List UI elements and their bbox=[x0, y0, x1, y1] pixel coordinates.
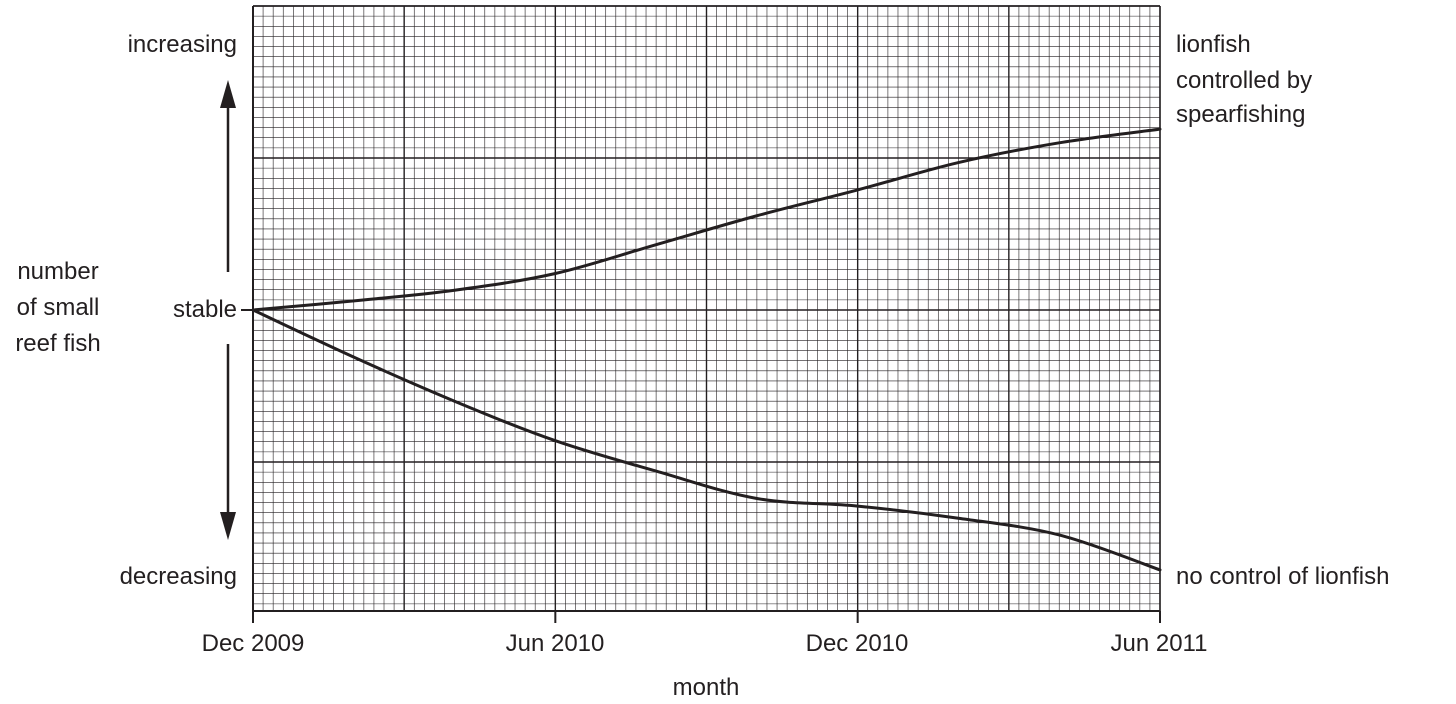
up-arrowhead bbox=[220, 80, 236, 108]
series-lines bbox=[251, 127, 1162, 572]
y-tick-increasing: increasing bbox=[127, 31, 237, 58]
x-tick-dec-2009: Dec 2009 bbox=[201, 630, 305, 657]
series-label-spearfishing-line-2: controlled by bbox=[1176, 67, 1313, 94]
series-label-spearfishing-line-1: lionfish bbox=[1176, 31, 1251, 58]
y-arrows bbox=[220, 80, 236, 540]
y-tick-stable: stable bbox=[172, 296, 237, 323]
down-arrowhead bbox=[220, 512, 236, 540]
x-tick-dec-2010: Dec 2010 bbox=[805, 630, 909, 657]
major-grid bbox=[252, 5, 1161, 611]
series-label-spearfishing-line-3: spearfishing bbox=[1176, 101, 1306, 128]
y-axis-label-line-3: reef fish bbox=[15, 330, 101, 357]
x-tick-jun-2010: Jun 2010 bbox=[505, 630, 605, 657]
x-tick-jun-2011: Jun 2011 bbox=[1110, 630, 1208, 657]
axes bbox=[241, 5, 1161, 623]
y-axis-label-line-2: of small bbox=[16, 294, 100, 321]
series-label-no-control: no control of lionfish bbox=[1176, 563, 1390, 590]
y-axis-label-line-1: number bbox=[17, 258, 99, 285]
series-line-spearfishing bbox=[251, 127, 1162, 312]
y-tick-decreasing: decreasing bbox=[119, 563, 237, 590]
series-line-no-control bbox=[251, 308, 1162, 572]
x-axis-label: month bbox=[672, 674, 740, 701]
